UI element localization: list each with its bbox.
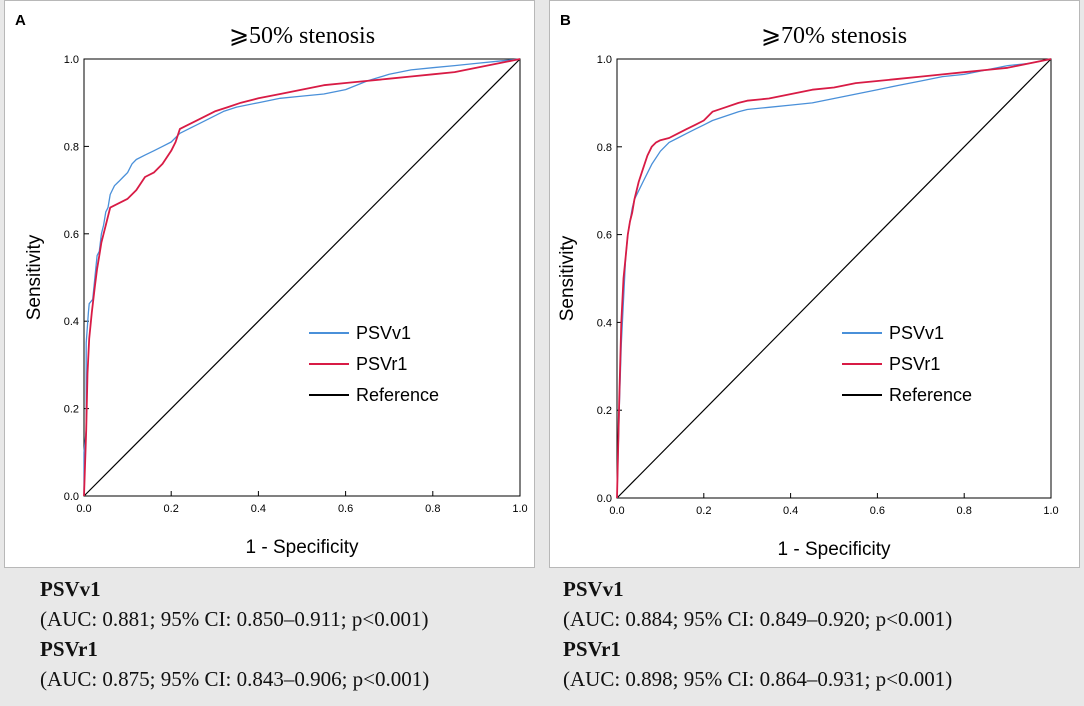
x-tick-label: 0.2 bbox=[164, 503, 179, 515]
legend-label: Reference bbox=[356, 385, 439, 405]
x-tick-label: 0.0 bbox=[609, 505, 624, 517]
x-axis-label: 1 - Specificity bbox=[246, 537, 359, 558]
reference-line bbox=[83, 58, 521, 497]
legend-label: Reference bbox=[889, 385, 972, 405]
y-tick-label: 0.6 bbox=[597, 230, 612, 242]
stats-series-detail: (AUC: 0.875; 95% CI: 0.843–0.906; p<0.00… bbox=[40, 667, 430, 691]
y-tick-label: 0.6 bbox=[64, 229, 79, 241]
panel-b: B ⩾70% stenosis 0.0 0.2 0.4 0.6 0.8 1.0 0.0 0.2 0.… bbox=[549, 0, 1080, 568]
roc-chart-a: A ⩾50% stenosis 0.0 0.2 0.4 0.6 0.8 1.0 0.0 0.2 0.… bbox=[15, 12, 528, 558]
y-axis-label: Sensitivity bbox=[24, 234, 45, 320]
x-tick-label: 0.4 bbox=[783, 505, 798, 517]
y-tick-label: 0.4 bbox=[597, 317, 612, 329]
y-tick-label: 1.0 bbox=[597, 54, 612, 66]
x-tick-label: 0.4 bbox=[251, 503, 266, 515]
legend-label: PSVv1 bbox=[889, 323, 944, 343]
roc-chart-b: B ⩾70% stenosis 0.0 0.2 0.4 0.6 0.8 1.0 0.0 0.2 0.… bbox=[557, 12, 1059, 560]
stats-panel-a: PSVv1 (AUC: 0.881; 95% CI: 0.850–0.911; … bbox=[40, 574, 560, 694]
stats-series-name: PSVr1 bbox=[563, 637, 621, 661]
stats-series-name: PSVv1 bbox=[40, 577, 101, 601]
panel-a: A ⩾50% stenosis 0.0 0.2 0.4 0.6 0.8 1.0 0.0 0.2 0.… bbox=[4, 0, 535, 568]
y-axis-label: Sensitivity bbox=[557, 235, 578, 321]
stats-series-detail: (AUC: 0.898; 95% CI: 0.864–0.931; p<0.00… bbox=[563, 667, 953, 691]
x-tick-label: 0.6 bbox=[338, 503, 353, 515]
x-tick-label: 0.8 bbox=[425, 503, 440, 515]
y-tick-label: 0.0 bbox=[64, 491, 79, 503]
x-axis-label: 1 - Specificity bbox=[778, 539, 891, 560]
y-tick-label: 0.8 bbox=[64, 141, 79, 153]
x-tick-label: 0.8 bbox=[957, 505, 972, 517]
x-tick-label: 0.2 bbox=[696, 505, 711, 517]
y-tick-label: 0.2 bbox=[597, 405, 612, 417]
series-line-psvr1 bbox=[616, 58, 1052, 499]
panel-letter: B bbox=[560, 12, 571, 29]
y-tick-label: 0.4 bbox=[64, 316, 79, 328]
stats-series-detail: (AUC: 0.881; 95% CI: 0.850–0.911; p<0.00… bbox=[40, 607, 429, 631]
legend-label: PSVv1 bbox=[356, 323, 411, 343]
chart-title: ⩾50% stenosis bbox=[229, 23, 375, 49]
chart-title: ⩾70% stenosis bbox=[761, 23, 907, 49]
series-line-psvv1 bbox=[83, 58, 521, 496]
series-line-psvr1 bbox=[83, 58, 521, 497]
legend-label: PSVr1 bbox=[356, 354, 407, 374]
stats-series-name: PSVv1 bbox=[563, 577, 624, 601]
legend-label: PSVr1 bbox=[889, 354, 940, 374]
y-tick-label: 0.2 bbox=[64, 404, 79, 416]
y-tick-label: 1.0 bbox=[64, 54, 79, 66]
stats-series-name: PSVr1 bbox=[40, 637, 98, 661]
x-tick-label: 1.0 bbox=[512, 503, 527, 515]
reference-line bbox=[616, 58, 1052, 499]
stats-panel-b: PSVv1 (AUC: 0.884; 95% CI: 0.849–0.920; … bbox=[563, 574, 1083, 694]
panel-letter: A bbox=[15, 12, 26, 29]
stats-series-detail: (AUC: 0.884; 95% CI: 0.849–0.920; p<0.00… bbox=[563, 607, 953, 631]
x-tick-label: 0.6 bbox=[870, 505, 885, 517]
plot-area-frame bbox=[83, 58, 521, 497]
y-tick-label: 0.0 bbox=[597, 493, 612, 505]
x-tick-label: 1.0 bbox=[1043, 505, 1058, 517]
plot-area-frame bbox=[616, 58, 1052, 499]
x-tick-label: 0.0 bbox=[76, 503, 91, 515]
y-tick-label: 0.8 bbox=[597, 142, 612, 154]
